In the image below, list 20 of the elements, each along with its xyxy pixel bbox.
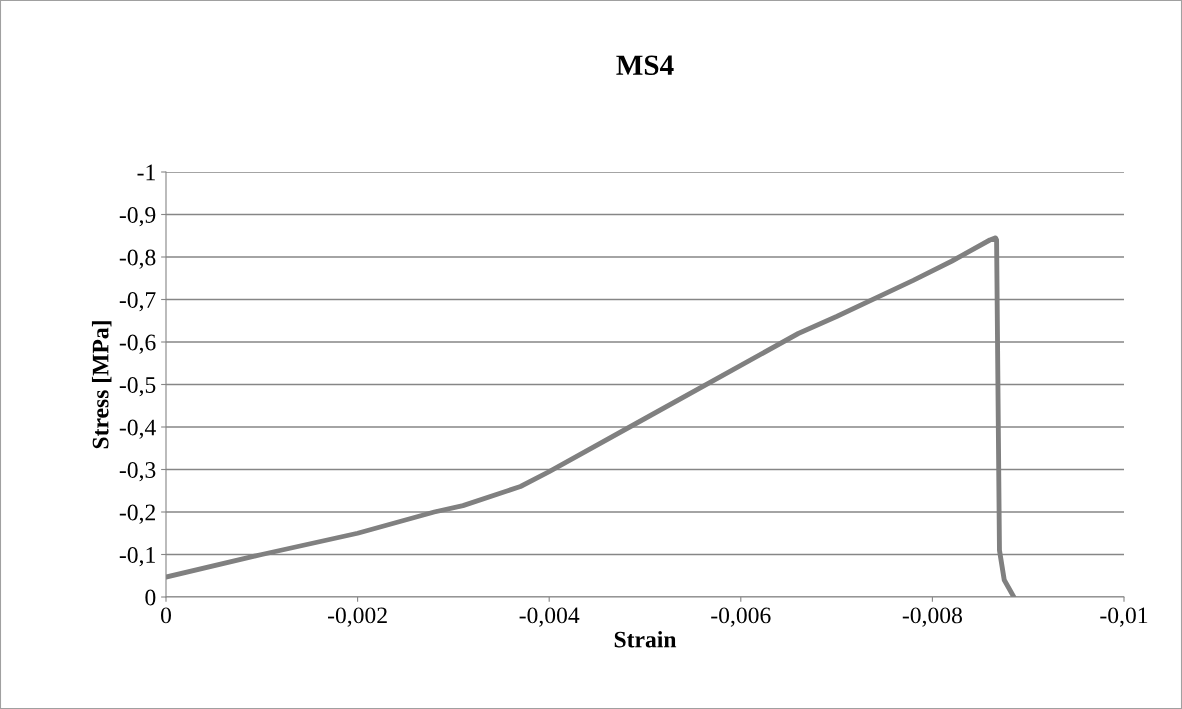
y-tick-label: -0,5 [119, 376, 156, 397]
y-axis-title: Stress [MPa] [91, 321, 112, 449]
x-tick-label: -0,002 [327, 607, 387, 627]
y-tick-label: -0,3 [119, 461, 156, 482]
y-tick-label: -0,7 [119, 291, 156, 312]
chart-title: MS4 [616, 55, 674, 76]
y-tick-label: -0,9 [119, 206, 156, 227]
y-tick-label: 0 [145, 589, 156, 606]
y-tick-label: -1 [137, 164, 155, 181]
x-tick-label: -0,008 [902, 607, 962, 627]
y-tick-label: -0,6 [119, 334, 156, 354]
y-tick-label: -0,2 [119, 504, 155, 524]
y-tick-label: -0,1 [119, 546, 155, 567]
x-axis-title: Strain [614, 630, 677, 648]
x-tick-label: 0 [161, 607, 171, 624]
x-tick-label: -0,006 [711, 607, 771, 627]
x-tick-label: -0,004 [519, 607, 580, 627]
y-tick-label: -0,8 [119, 249, 156, 269]
y-tick-label: -0,4 [119, 419, 156, 439]
x-tick-label: -0,01 [1100, 607, 1148, 627]
